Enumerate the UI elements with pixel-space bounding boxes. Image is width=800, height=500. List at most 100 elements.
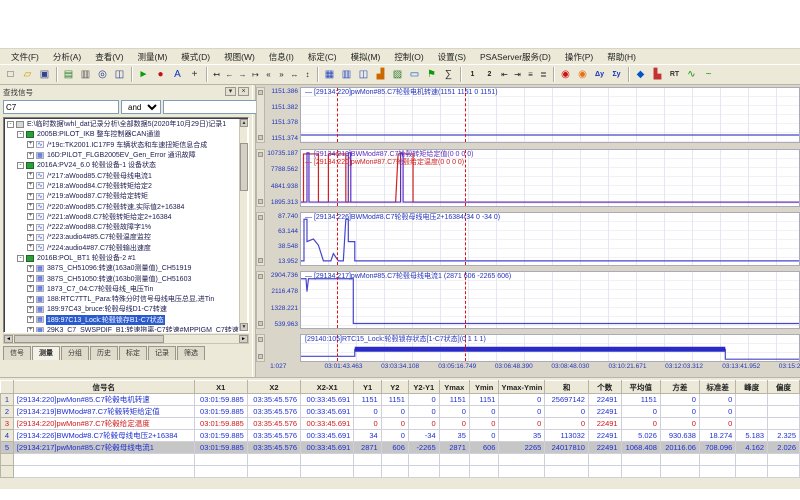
panel-close-button[interactable]: × <box>238 87 249 96</box>
export-icon[interactable]: ▤ <box>63 69 74 80</box>
tree-item[interactable]: + ∿/*19c:TK2001.IC17F9 车辆状态和车速扭矩信息合成 <box>5 140 239 150</box>
fit-vertical-icon[interactable]: ↕ <box>305 70 310 79</box>
panel-splitter[interactable] <box>252 85 256 377</box>
tree-item[interactable]: + ▦ 1873_C7_04:C7轮毂母线_电压Tin <box>5 284 239 294</box>
tree-item[interactable]: - 2016A:PV24_6.0 轮毂设备-1 设备状态 <box>5 160 239 170</box>
column-header-信号名[interactable]: 信号名 <box>12 380 195 394</box>
tree-item[interactable]: + ∿/*222:aWood88.C7轮毂故障字1% <box>5 222 239 232</box>
plot-area[interactable]: — [29134:217]pwMon#85.C7轮毂母线电流1 (2871 60… <box>300 271 800 329</box>
measurement-cursor[interactable] <box>465 150 467 206</box>
tree-horizontal-scrollbar[interactable]: ◄ ► <box>3 334 249 344</box>
tree-vertical-scrollbar[interactable]: ▲ ▼ <box>239 119 248 331</box>
tree-item[interactable]: + ∿/*221:aWood8.C7轮毂转矩给定2+16384 <box>5 212 239 222</box>
column-view-icon[interactable]: ▥ <box>341 69 352 80</box>
fit-horizontal-icon[interactable]: ↔ <box>290 70 299 79</box>
dense-list-icon[interactable]: ≣ <box>540 70 547 79</box>
collapse-icon[interactable]: - <box>17 130 24 138</box>
find-binoculars-icon[interactable]: ◎ <box>98 69 107 80</box>
menu-item-calibrate[interactable]: 标定(C) <box>307 51 337 62</box>
expand-icon[interactable]: + <box>27 233 34 241</box>
cursor-1-icon[interactable]: 1 <box>470 71 475 78</box>
expand-icon[interactable]: + <box>27 275 34 283</box>
table-row[interactable]: 1 [29134:220]pwMon#85.C7轮毂电机转速 03:01:59.88… <box>0 393 800 406</box>
menu-item-mode[interactable]: 模式(D) <box>181 51 211 62</box>
overlay-view-icon[interactable]: ◫ <box>114 69 125 80</box>
column-header-Ymax[interactable]: Ymax <box>438 380 470 394</box>
column-header-偏度[interactable]: 偏度 <box>767 380 800 394</box>
measurement-cursor[interactable] <box>336 272 338 328</box>
run-icon[interactable]: ► <box>138 69 149 80</box>
column-header-个数[interactable]: 个数 <box>587 380 622 394</box>
column-header-num[interactable] <box>0 380 14 394</box>
tab-历史[interactable]: 历史 <box>90 346 118 360</box>
table-row[interactable]: 2 [29134:219]BWMod#87.C7轮毂转矩给定值 03:01:59.8… <box>0 405 800 418</box>
expand-icon[interactable]: + <box>27 223 34 231</box>
tree-item[interactable]: - 2016B:POL_BT1 轮毂设备-2 #1 <box>5 253 239 263</box>
column-header-X1[interactable]: X1 <box>193 380 248 394</box>
tree-item[interactable]: + ▦ 189:97C43_bruce:轮毂母线D1-C7转速 <box>5 304 239 314</box>
tree-item[interactable]: + ∿/*219:aWood87.C7轮毂给定转矩 <box>5 191 239 201</box>
expand-icon[interactable]: + <box>27 203 34 211</box>
expand-icon[interactable]: + <box>27 141 34 149</box>
stop-icon[interactable]: ● <box>157 69 164 80</box>
column-header-Y1[interactable]: Y1 <box>353 380 382 394</box>
table-row[interactable] <box>0 453 800 466</box>
column-header-Ymax-Ymin[interactable]: Ymax-Ymin <box>498 380 546 394</box>
tree-item[interactable]: + ∿/*223:audio4#85.C7轮毂温度监控 <box>5 232 239 242</box>
wave-tool-icon[interactable]: ∿ <box>687 69 696 80</box>
collapse-icon[interactable]: - <box>17 161 24 169</box>
table-row[interactable]: 3 [29134:220]pwMon#87.C7轮毂给定温度 03:01:59.88… <box>0 417 800 430</box>
expand-icon[interactable]: + <box>27 172 34 180</box>
scroll-thumb[interactable] <box>240 143 248 191</box>
expand-icon[interactable]: + <box>27 285 34 293</box>
rt-mode-icon[interactable]: RT <box>669 71 680 78</box>
table-row[interactable]: 4 [29134:226]BWMod#8.C7轮毂母线电压2+16384 03:01… <box>0 429 800 442</box>
y-zoom-slider[interactable] <box>256 87 265 143</box>
menu-item-view[interactable]: 查看(V) <box>95 51 124 62</box>
expand-icon[interactable]: + <box>27 316 34 324</box>
column-header-X2[interactable]: X2 <box>246 380 302 394</box>
list-view-icon[interactable]: ≡ <box>528 70 533 79</box>
tree-item[interactable]: + ▦ 188:RTC7TTL_Para:特殊分时信号母线电压总显,进Tin <box>5 294 239 304</box>
menu-item-analyze[interactable]: 分析(A) <box>52 51 82 62</box>
search-input[interactable] <box>3 100 119 114</box>
text-label-icon[interactable]: A <box>174 69 181 80</box>
column-header-平均值[interactable]: 平均值 <box>620 380 661 394</box>
curve-fit-icon[interactable]: ~ <box>705 69 712 80</box>
measurement-cursor[interactable] <box>465 272 467 328</box>
monitor-view-icon[interactable]: ▭ <box>409 69 420 80</box>
table-row[interactable] <box>0 465 800 478</box>
expand-icon[interactable]: + <box>27 151 34 159</box>
scroll-down-arrow[interactable]: ▼ <box>240 323 248 331</box>
multi-chart-icon[interactable]: ▙ <box>653 69 662 80</box>
menu-item-info[interactable]: 信息(I) <box>268 51 294 62</box>
measurement-cursor[interactable] <box>336 88 338 142</box>
expand-icon[interactable]: + <box>27 213 34 221</box>
measurement-cursor[interactable] <box>336 213 338 265</box>
measurement-cursor[interactable] <box>465 335 467 361</box>
step-forward-icon[interactable]: → <box>238 70 247 79</box>
scroll-left-arrow[interactable]: ◄ <box>4 335 13 343</box>
open-folder-icon[interactable]: ▱ <box>23 69 32 80</box>
y-zoom-slider[interactable] <box>256 212 265 266</box>
measurement-cursor[interactable] <box>336 335 338 361</box>
tab-记录[interactable]: 记录 <box>148 346 176 360</box>
delta-y-icon[interactable]: Δy <box>595 71 604 78</box>
cursor-2-icon[interactable]: 2 <box>487 71 492 78</box>
tree-item[interactable]: + ▦ 29K3_C7_SWSPDIF_B1:转速拖离-C7转速#MPPIGM_C7… <box>5 325 239 332</box>
signal-analyze-icon[interactable]: ◆ <box>636 69 645 80</box>
expand-icon[interactable]: + <box>27 182 34 190</box>
step-back-icon[interactable]: ← <box>225 70 234 79</box>
y-zoom-slider[interactable] <box>256 334 265 362</box>
measurement-cursor[interactable] <box>465 88 467 142</box>
tree-item[interactable]: + ▦ 189:97C13_Lock:轮毂锁存B1-C7状态 <box>5 314 165 325</box>
column-header-Y2[interactable]: Y2 <box>380 380 409 394</box>
bar-chart-icon[interactable]: ▟ <box>376 69 385 80</box>
tree-item[interactable]: + ∿/*218:aWood84.C7轮毂转矩给定2 <box>5 181 239 191</box>
tree-item[interactable]: + ▦ 387S_CH51050:转速(163b0测量值)_CH51603 <box>5 273 239 283</box>
image-view-icon[interactable]: ▨ <box>392 69 403 80</box>
tile-view-icon[interactable]: ◫ <box>358 69 369 80</box>
go-first-icon[interactable]: ↤ <box>213 70 220 79</box>
panel-collapse-button[interactable]: ▾ <box>225 87 236 96</box>
tree-item[interactable]: - E:\临时数据\whl_dat记录分析\全部数据5(2020年10月29日)记… <box>5 119 239 129</box>
